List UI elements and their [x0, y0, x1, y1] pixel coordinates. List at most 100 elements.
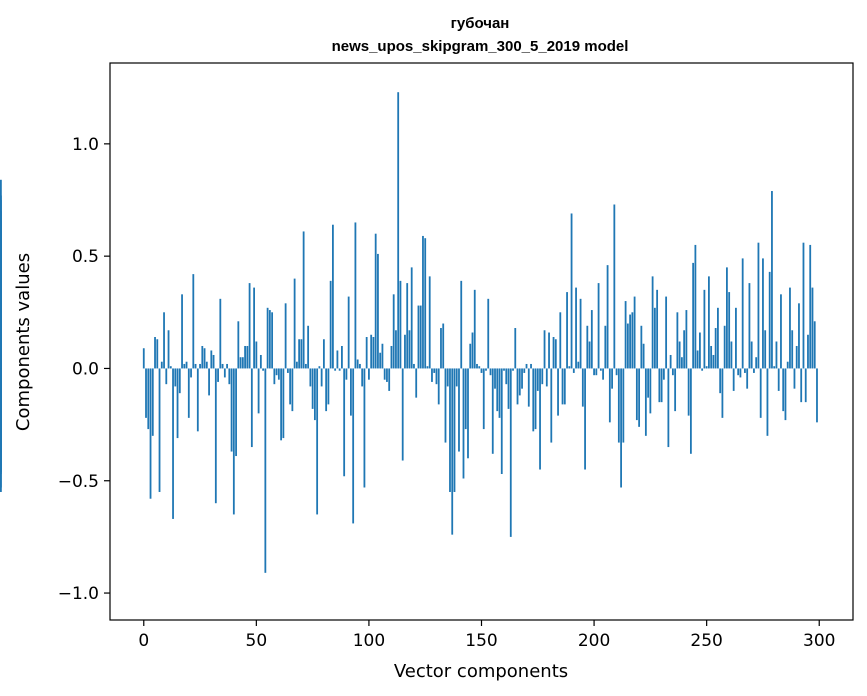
- bar: [365, 337, 368, 369]
- x-tick-label: 300: [803, 631, 835, 651]
- x-tick-label: 100: [353, 631, 385, 651]
- bar: [730, 341, 733, 369]
- bar: [669, 354, 672, 369]
- bar: [467, 368, 469, 459]
- bar: [156, 339, 159, 369]
- bar: [491, 368, 494, 454]
- bar: [361, 368, 364, 387]
- bar: [647, 368, 650, 398]
- bar: [449, 368, 451, 492]
- bar: [656, 289, 659, 369]
- bar: [183, 363, 186, 369]
- bar: [388, 368, 391, 391]
- bar: [710, 345, 713, 369]
- bar: [286, 368, 289, 373]
- bar: [545, 368, 548, 387]
- bar: [658, 368, 661, 403]
- bar: [192, 274, 195, 369]
- bar: [541, 368, 544, 385]
- bar: [343, 368, 346, 477]
- bar: [435, 368, 438, 385]
- bar: [633, 296, 636, 369]
- bar: [777, 368, 780, 391]
- bar: [505, 368, 508, 385]
- bar: [199, 363, 201, 369]
- bar: [253, 287, 255, 369]
- bar: [813, 321, 816, 369]
- bar: [451, 368, 454, 535]
- bar: [478, 366, 481, 369]
- bar: [235, 368, 237, 457]
- bar: [167, 330, 170, 369]
- bar: [174, 368, 177, 387]
- bar: [293, 278, 296, 369]
- bar: [444, 368, 447, 443]
- bar: [363, 368, 366, 488]
- bar: [205, 361, 208, 369]
- bar: [424, 238, 427, 369]
- bar: [744, 368, 746, 373]
- bar: [255, 341, 258, 369]
- bar: [426, 366, 429, 369]
- bar: [169, 366, 172, 369]
- bar: [190, 368, 192, 378]
- bar: [284, 303, 287, 369]
- bar: [458, 368, 460, 452]
- bar: [503, 368, 505, 371]
- y-tick-label: 0.0: [72, 359, 99, 379]
- bar: [649, 368, 652, 414]
- bar: [176, 368, 179, 439]
- bar: [638, 368, 641, 427]
- bar: [739, 368, 742, 378]
- bar: [482, 368, 485, 430]
- bar: [680, 357, 683, 369]
- bar: [268, 310, 271, 369]
- bar: [217, 368, 219, 382]
- bar: [584, 368, 586, 470]
- bar: [208, 368, 210, 396]
- bar: [728, 292, 731, 369]
- bar: [311, 368, 314, 409]
- bar: [264, 368, 267, 573]
- bar: [248, 283, 251, 369]
- bar: [250, 368, 253, 448]
- bar: [485, 368, 487, 371]
- bar: [185, 361, 188, 369]
- bar: [572, 368, 575, 373]
- bar: [509, 368, 512, 537]
- bar: [766, 368, 769, 436]
- bar: [372, 337, 375, 369]
- bar: [318, 366, 321, 369]
- bar: [214, 368, 217, 504]
- bar: [536, 368, 539, 391]
- bar: [221, 363, 224, 369]
- bar: [350, 368, 352, 416]
- bar: [568, 366, 571, 369]
- bar: [377, 253, 379, 369]
- bar: [599, 368, 602, 371]
- bar: [228, 368, 231, 385]
- bar: [455, 368, 458, 387]
- bar: [665, 296, 668, 369]
- bar: [539, 368, 541, 470]
- bar: [158, 368, 161, 492]
- bar: [798, 303, 800, 369]
- bar: [277, 368, 280, 380]
- bar: [662, 368, 665, 380]
- bar: [676, 312, 679, 369]
- x-axis-ticks: 0 50 100 150 200 250 300: [138, 620, 835, 651]
- bar: [644, 368, 647, 436]
- bar: [476, 363, 478, 369]
- bar: [226, 363, 228, 369]
- bar: [386, 368, 388, 382]
- bar: [437, 368, 440, 405]
- bar: [145, 368, 147, 418]
- bar: [374, 233, 377, 369]
- bar: [595, 368, 598, 376]
- bar: [753, 368, 755, 373]
- bar: [512, 368, 514, 371]
- bar: [399, 280, 402, 369]
- bar: [737, 368, 740, 376]
- bar: [719, 368, 722, 394]
- bar: [244, 345, 246, 369]
